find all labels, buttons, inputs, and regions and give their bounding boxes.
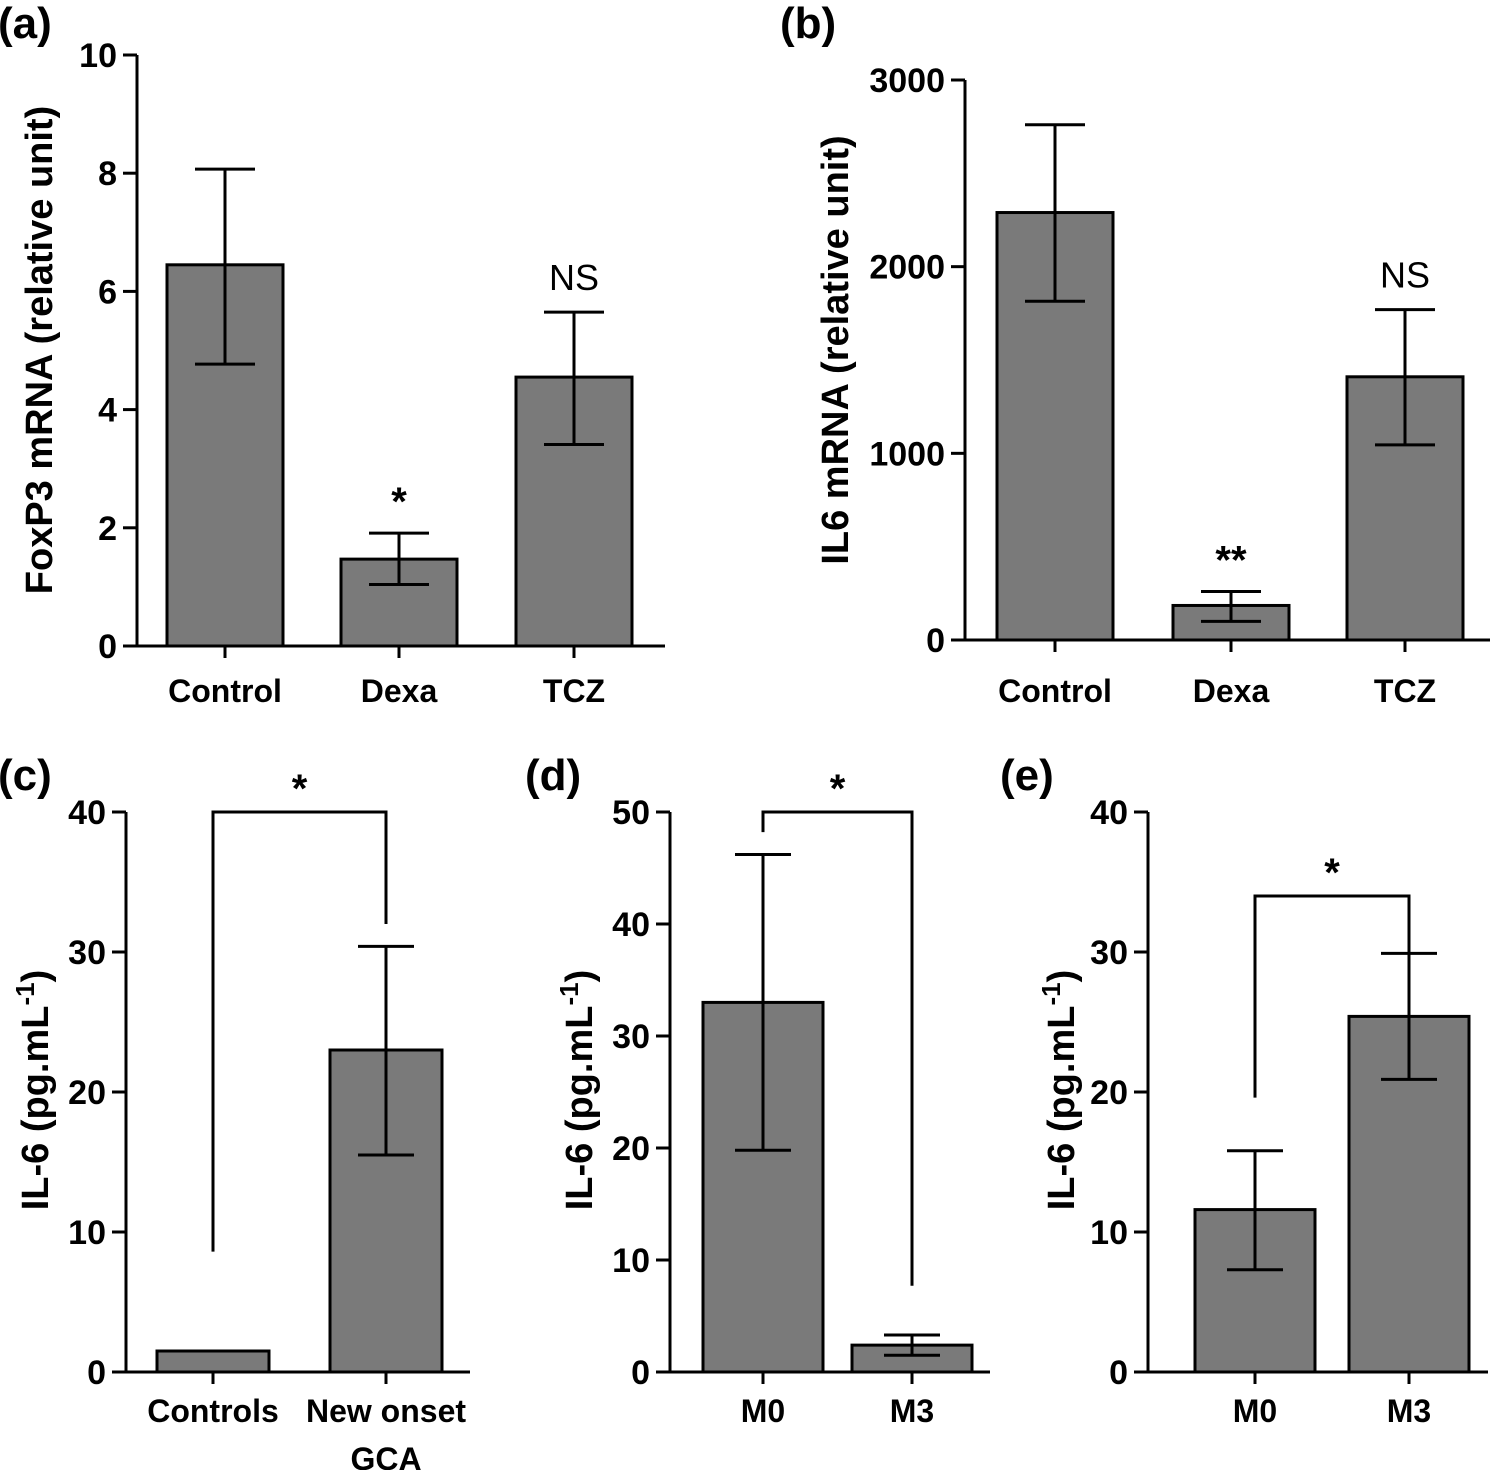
y-tick-label: 0 (87, 1354, 106, 1392)
y-tick-label: 30 (1090, 934, 1128, 972)
category-label: TCZ (543, 673, 605, 709)
category-label: M3 (890, 1393, 934, 1429)
category-label: Control (168, 673, 282, 709)
panel-label: (e) (1000, 751, 1054, 800)
chart-panel-1: (b) IL6 mRNA (relative unit) 0 1000 2000 3000… (780, 0, 1490, 709)
y-tick-label: 10 (1090, 1214, 1128, 1252)
y-axis-title: IL6 mRNA (relative unit) (815, 135, 857, 564)
significance-label: * (391, 480, 407, 524)
y-tick-label: 2 (98, 510, 117, 548)
category-label: New onset GCA (306, 1393, 466, 1470)
y-axis-title-part: IL-6 (pg.mL (15, 1006, 57, 1211)
y-tick-label: 10 (79, 37, 117, 75)
y-axis-title-superscript: -1 (554, 982, 584, 1005)
category-label: M3 (1387, 1393, 1431, 1429)
y-tick-label: 40 (612, 906, 650, 944)
y-tick-label: 0 (926, 622, 945, 660)
y-tick-label: 10 (612, 1242, 650, 1280)
category-label: Control (998, 673, 1112, 709)
y-tick-label: 30 (612, 1018, 650, 1056)
significance-label: * (1324, 851, 1340, 895)
y-axis-title: FoxP3 mRNA (relative unit) (19, 106, 61, 594)
y-tick-label: 4 (98, 392, 117, 430)
significance-label: * (292, 767, 308, 811)
y-tick-label: 20 (612, 1130, 650, 1168)
y-tick-label: 40 (1090, 794, 1128, 832)
y-tick-label: 10 (68, 1214, 106, 1252)
significance-bracket (211, 810, 388, 1252)
y-axis-title: IL-6 (pg.mL-1) (554, 970, 601, 1211)
chart-panel-2: (c) IL-6 (pg.mL-1) 0 10 20 30 40 Controls New on… (0, 751, 470, 1470)
category-label-line: GCA (350, 1441, 421, 1470)
significance-label: ** (1215, 538, 1247, 582)
y-tick-label: 20 (68, 1074, 106, 1112)
y-tick-label: 6 (98, 273, 117, 311)
chart-panel-4: (e) IL-6 (pg.mL-1) 0 10 20 30 40 M0 M3 * (1000, 751, 1488, 1429)
y-tick-label: 0 (631, 1354, 650, 1392)
y-tick-label: 1000 (869, 435, 945, 473)
category-label: M0 (741, 1393, 785, 1429)
category-label: Dexa (361, 673, 438, 709)
y-axis-title-part: ) (559, 970, 601, 983)
category-label: Controls (147, 1393, 279, 1429)
category-label-line: New onset (306, 1393, 466, 1429)
bar (155, 1349, 271, 1374)
significance-bracket (1253, 894, 1411, 1098)
y-axis-title: IL-6 (pg.mL-1) (10, 970, 57, 1211)
y-axis-title: IL-6 (pg.mL-1) (1036, 970, 1083, 1211)
significance-label: * (830, 767, 846, 811)
y-axis-title-part: IL-6 (pg.mL (1041, 1006, 1083, 1211)
y-axis-title-part: ) (1041, 970, 1083, 983)
chart-panel-0: (a) FoxP3 mRNA (relative unit) 0 2 4 6 8 10 Cont… (0, 0, 665, 709)
significance-bracket (761, 810, 914, 1286)
y-tick-label: 2000 (869, 249, 945, 287)
y-tick-label: 3000 (869, 62, 945, 100)
panel-label: (d) (525, 751, 581, 800)
significance-label: NS (1380, 255, 1430, 296)
panel-label: (c) (0, 751, 52, 800)
chart-panel-3: (d) IL-6 (pg.mL-1) 0 10 20 30 40 50 M0 M3 * (525, 751, 990, 1429)
y-tick-label: 8 (98, 155, 117, 193)
y-axis-title-superscript: -1 (10, 982, 40, 1005)
y-tick-label: 40 (68, 794, 106, 832)
category-label: Dexa (1193, 673, 1270, 709)
y-tick-label: 30 (68, 934, 106, 972)
category-label: M0 (1233, 1393, 1277, 1429)
y-axis-title-part: IL-6 (pg.mL (559, 1006, 601, 1211)
panel-label: (a) (0, 0, 52, 48)
category-label: TCZ (1374, 673, 1436, 709)
significance-label: NS (549, 257, 599, 298)
y-axis-title-superscript: -1 (1036, 982, 1066, 1005)
y-axis-title-part: ) (15, 970, 57, 983)
y-tick-label: 0 (98, 628, 117, 666)
y-tick-label: 20 (1090, 1074, 1128, 1112)
y-tick-label: 0 (1109, 1354, 1128, 1392)
y-tick-label: 50 (612, 794, 650, 832)
panel-label: (b) (780, 0, 836, 48)
